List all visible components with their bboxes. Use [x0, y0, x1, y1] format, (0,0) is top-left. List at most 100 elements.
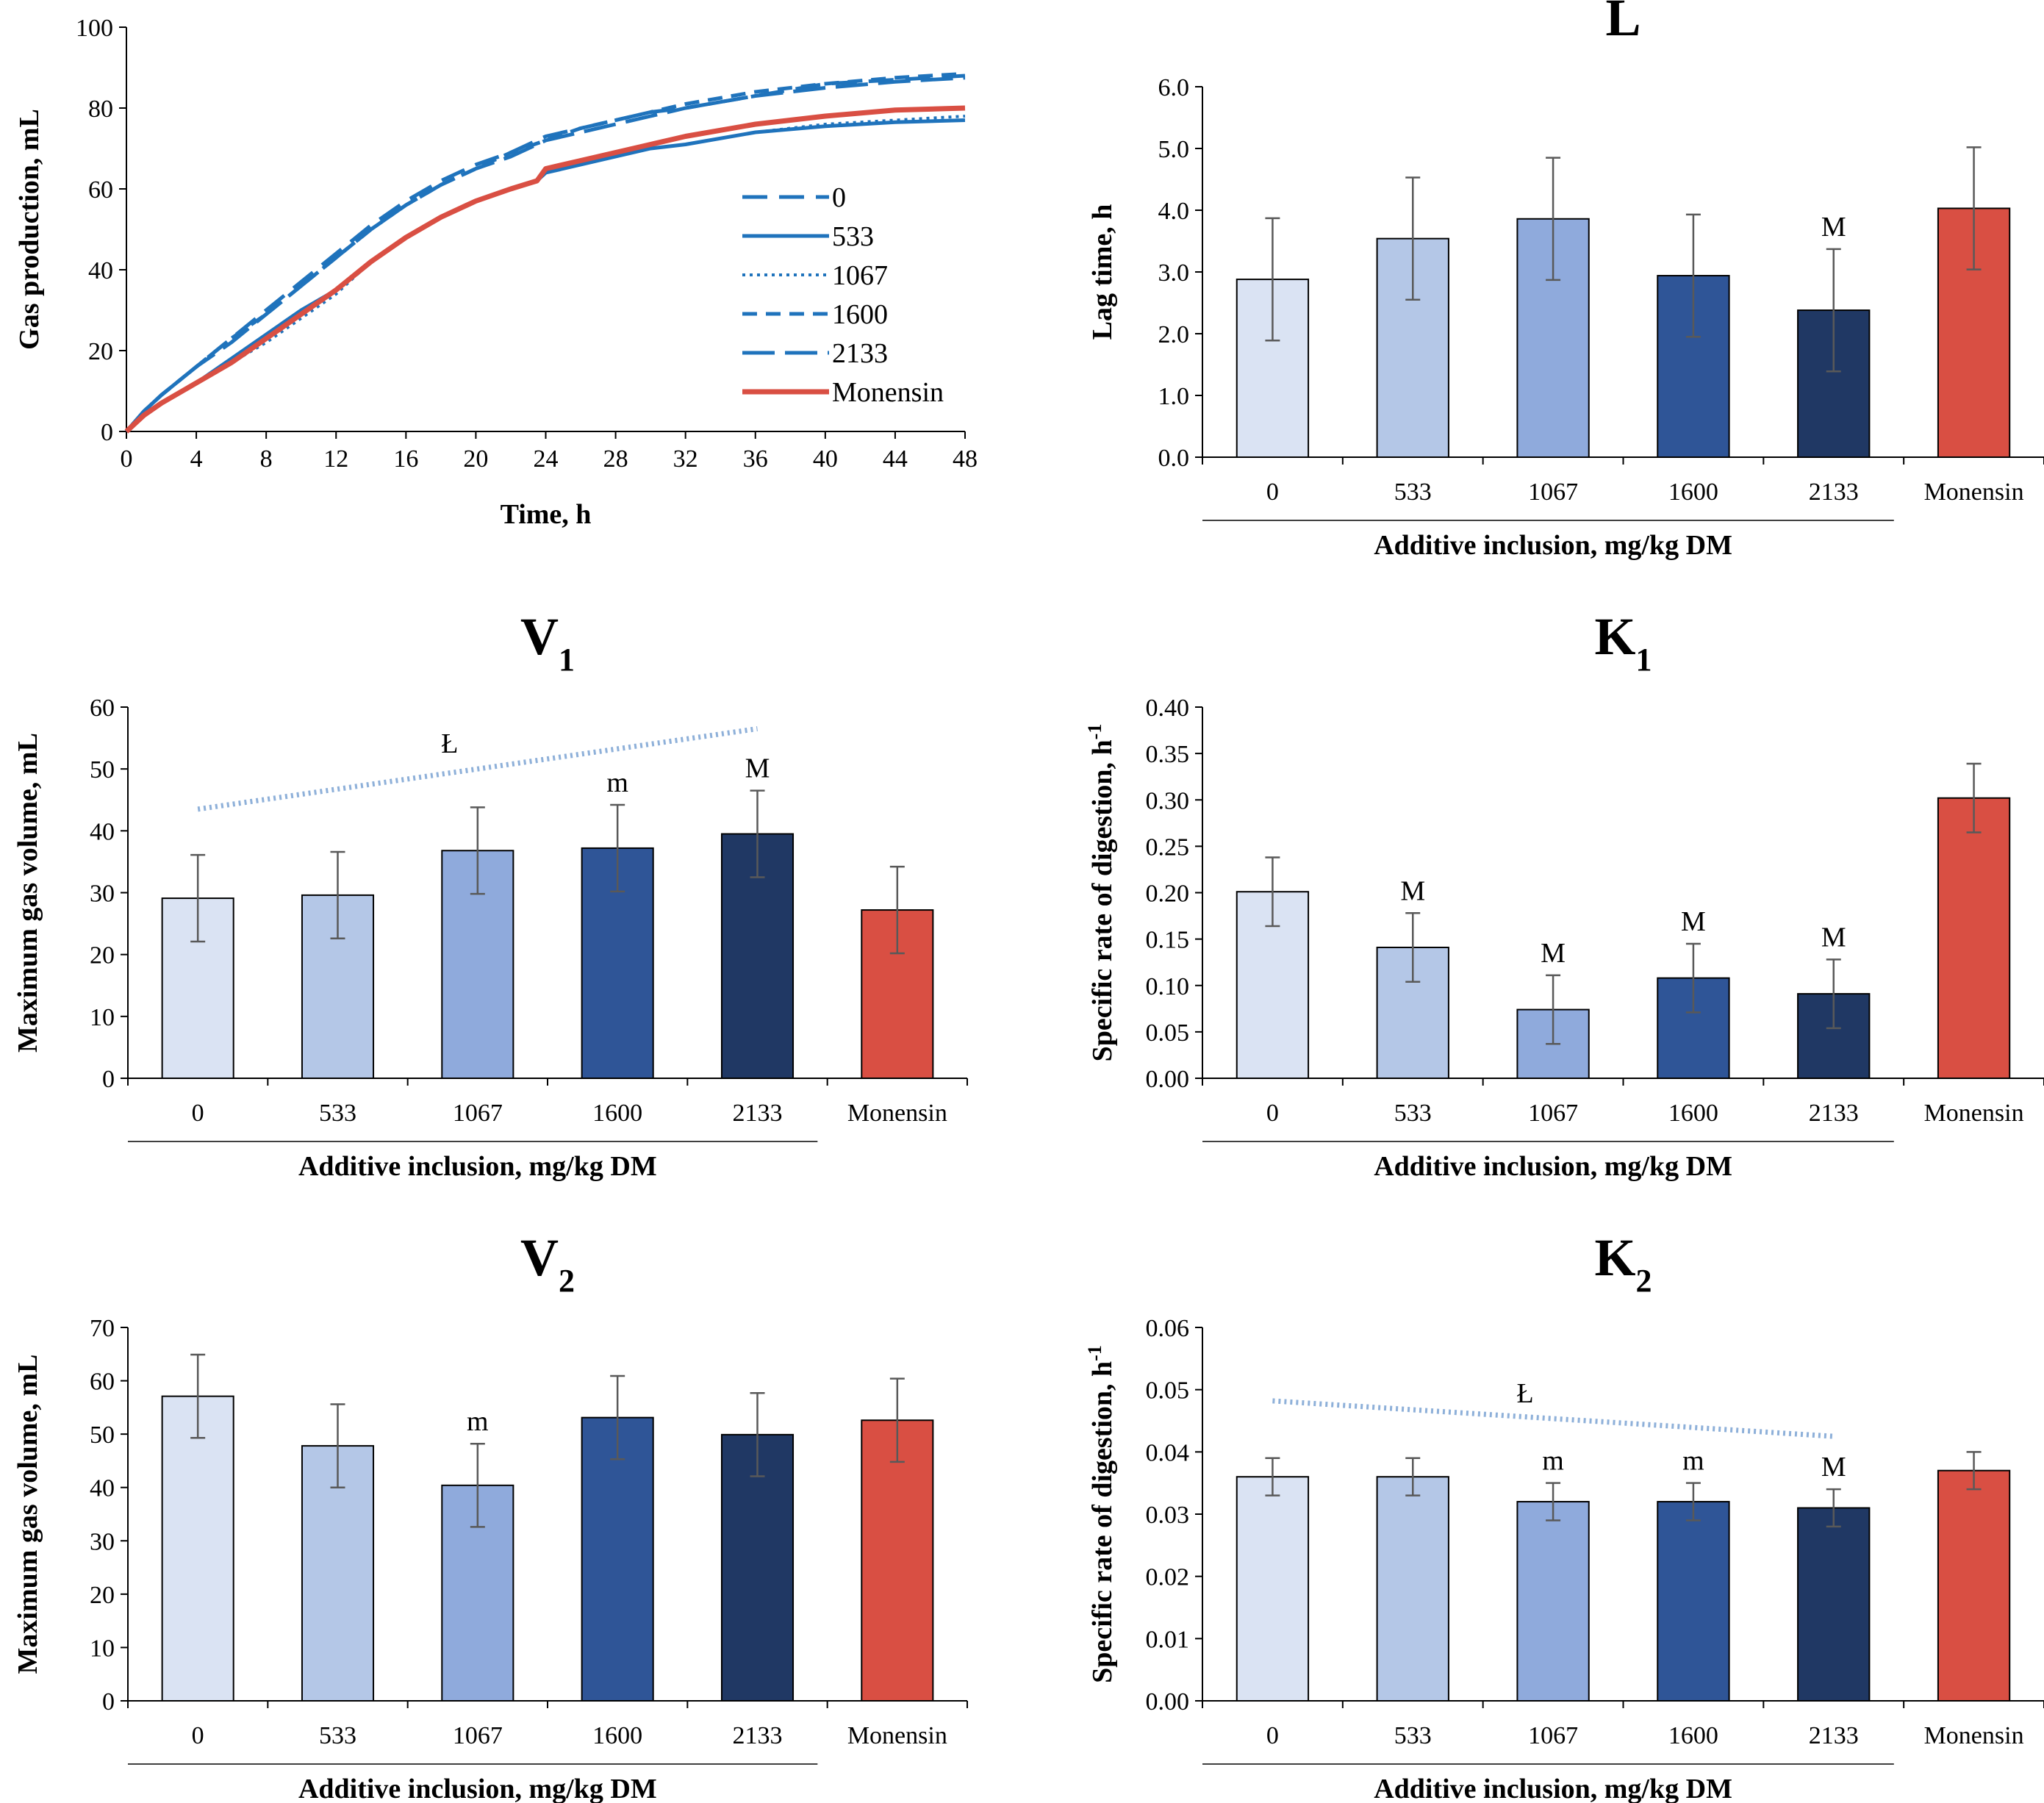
y-tick-label: 40 — [88, 257, 113, 284]
y-axis-title-text: Maximum gas volume, mL — [12, 1355, 43, 1674]
x-tick-label: 36 — [743, 445, 768, 473]
significance-letter: M — [1541, 938, 1566, 969]
x-tick-label: 40 — [813, 445, 838, 473]
x-tick-label: 28 — [603, 445, 628, 473]
category-label: 2133 — [1809, 1722, 1859, 1749]
linear-trend-line — [197, 725, 758, 812]
trend-label: Ł — [441, 728, 458, 759]
x-tick-label: 8 — [260, 445, 273, 473]
bar-monensin — [861, 1419, 934, 1702]
y-tick-label: 0 — [101, 419, 113, 446]
significance-letter: M — [1821, 922, 1846, 953]
legend-label: 1067 — [832, 260, 888, 291]
y-tick-label: 0.06 — [1146, 1315, 1190, 1342]
panel-title-main: L — [1605, 0, 1640, 47]
x-tick-label: 48 — [953, 445, 978, 473]
y-tick-label: 1.0 — [1158, 383, 1190, 410]
x-axis-title: Additive inclusion, mg/kg DM — [1374, 1774, 1732, 1803]
y-axis-title: Lag time, h — [1087, 204, 1118, 340]
y-tick-label: 0.04 — [1146, 1439, 1190, 1466]
significance-letter: M — [1400, 875, 1425, 906]
panel-title-subscript: 1 — [559, 642, 575, 678]
bar-2133 — [720, 1433, 795, 1702]
y-tick-label: 0.05 — [1146, 1019, 1190, 1047]
category-label: 533 — [1394, 478, 1432, 506]
category-label: 1067 — [1528, 1722, 1578, 1749]
y-tick-label: 0.15 — [1146, 927, 1190, 954]
y-tick-label: 0.35 — [1146, 741, 1190, 768]
panel-title-main: V — [520, 1228, 559, 1287]
x-axis-title: Additive inclusion, mg/kg DM — [1374, 1151, 1732, 1182]
legend-label: 533 — [832, 221, 874, 252]
category-label: 1067 — [1528, 1100, 1578, 1127]
y-axis-title-text: Specific rate of digestion, h — [1087, 1361, 1118, 1683]
y-tick-label: 70 — [90, 1315, 115, 1342]
y-tick-label: 0.05 — [1146, 1377, 1190, 1405]
y-axis-title-text: Specific rate of digestion, h — [1087, 739, 1118, 1061]
y-tick-label: 2.0 — [1158, 321, 1190, 348]
y-tick-label: 100 — [76, 15, 113, 42]
category-label: 1600 — [1668, 478, 1718, 506]
category-label: 1600 — [592, 1722, 642, 1749]
y-tick-label: 4.0 — [1158, 198, 1190, 225]
y-tick-label: 0 — [102, 1688, 115, 1716]
y-tick-label: 80 — [88, 96, 113, 123]
panel-k2: K2 0.00 0.01 0.02 0.03 0.04 0.05 0.06 Ł 0 533 m 1067… — [1084, 1228, 2044, 1803]
y-tick-label: 0 — [102, 1066, 115, 1093]
bar-monensin — [1937, 1469, 2011, 1702]
series-line-monensin — [124, 105, 966, 434]
y-tick-label: 5.0 — [1158, 136, 1190, 163]
y-tick-label: 50 — [90, 756, 115, 784]
trend-label: Ł — [1516, 1378, 1533, 1409]
x-axis-title: Time, h — [501, 499, 592, 530]
y-axis-title: Maximum gas volume, mL — [12, 733, 43, 1053]
y-tick-label: 40 — [90, 1475, 115, 1502]
category-label: 533 — [319, 1100, 356, 1127]
bar-1600 — [581, 1416, 654, 1702]
y-tick-label: 6.0 — [1158, 74, 1190, 101]
y-tick-label: 20 — [90, 942, 115, 969]
category-label: 0 — [1266, 478, 1279, 506]
category-label: Monensin — [1924, 1100, 2024, 1127]
y-axis-title: Specific rate of digestion, h-1 — [1084, 1345, 1118, 1683]
category-label: Monensin — [847, 1100, 947, 1127]
category-label: 2133 — [733, 1722, 783, 1749]
bar-0 — [1236, 1476, 1310, 1702]
x-tick-label: 20 — [463, 445, 488, 473]
y-axis-title: Specific rate of digestion, h-1 — [1084, 724, 1118, 1062]
x-tick-label: 12 — [323, 445, 348, 473]
y-tick-label: 60 — [88, 176, 113, 204]
y-tick-label: 30 — [90, 1528, 115, 1555]
y-tick-label: 0.03 — [1146, 1502, 1190, 1529]
series-line-1600 — [125, 71, 966, 433]
panel-title: K1 — [1594, 607, 1652, 678]
panel-title: V1 — [520, 607, 575, 678]
y-tick-label: 40 — [90, 818, 115, 845]
legend: 0 533 1067 1600 2133 Monensin — [742, 182, 944, 408]
y-tick-label: 0.0 — [1158, 445, 1190, 472]
x-tick-label: 32 — [673, 445, 698, 473]
bar-1067 — [1516, 1501, 1590, 1702]
category-label: 1600 — [1668, 1100, 1718, 1127]
y-axis-title-superscript: -1 — [1084, 724, 1105, 740]
panel-l: L 0.0 1.0 2.0 3.0 4.0 5.0 6.0 0 533 1067 1600 M 2133 M… — [1087, 0, 2044, 561]
category-label: 533 — [1394, 1100, 1432, 1127]
category-label: 533 — [319, 1722, 356, 1749]
x-tick-label: 0 — [121, 445, 133, 473]
x-axis-title: Additive inclusion, mg/kg DM — [1374, 530, 1732, 561]
bar-533 — [1376, 1476, 1449, 1702]
category-label: Monensin — [847, 1722, 947, 1749]
y-tick-label: 20 — [88, 338, 113, 365]
x-axis-title: Additive inclusion, mg/kg DM — [298, 1774, 657, 1803]
y-axis-title: Gas production, mL — [14, 109, 45, 350]
y-tick-label: 60 — [90, 695, 115, 722]
significance-letter: m — [467, 1406, 489, 1437]
linear-trend-line — [1272, 1398, 1834, 1439]
bar-2133 — [1797, 1507, 1871, 1702]
category-label: 533 — [1394, 1722, 1432, 1749]
panel-title-subscript: 1 — [1636, 642, 1652, 678]
significance-letter: m — [1542, 1446, 1564, 1477]
